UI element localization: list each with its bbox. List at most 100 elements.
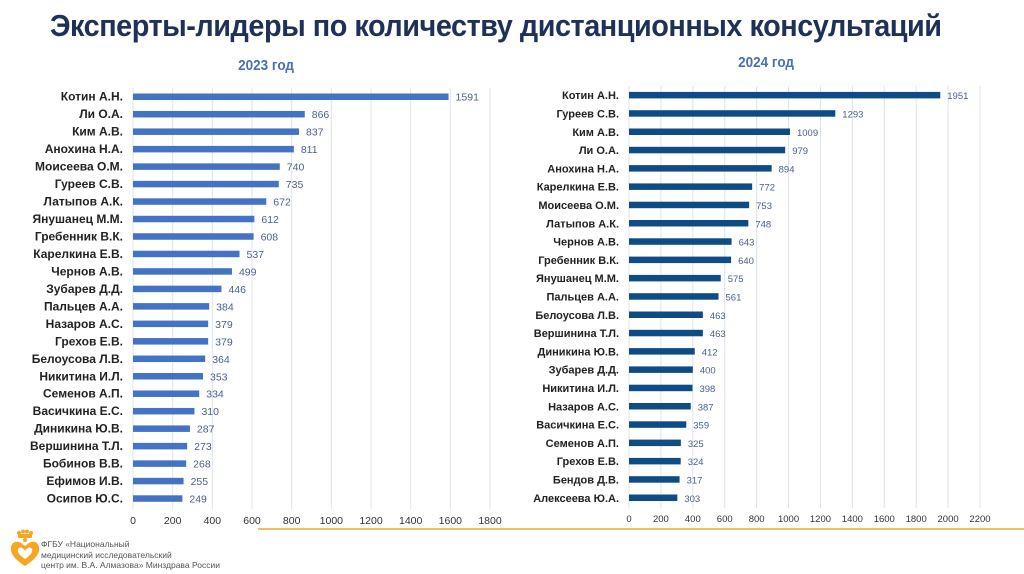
chart-2024-x-tick-label: 400 <box>685 514 701 525</box>
chart-2024-bar <box>629 274 721 282</box>
chart-2023-category-label: Зубарев Д.Д. <box>46 282 123 296</box>
chart-2024-data-label: 317 <box>687 475 703 486</box>
chart-2023-bar <box>133 250 240 258</box>
chart-2023-data-label: 1591 <box>456 92 480 104</box>
chart-2024-category-label: Васичкина Е.С. <box>536 420 619 432</box>
chart-2024-category-label: Семенов А.П. <box>546 438 619 450</box>
chart-2023-category-label: Васичкина Е.С. <box>33 404 123 418</box>
chart-2023-bar <box>133 338 209 345</box>
chart-2023-category-label: Диникина Ю.В. <box>34 422 123 436</box>
chart-2024-data-label: 463 <box>710 329 726 340</box>
chart-2024-category-label: Моисеева О.М. <box>538 200 619 212</box>
chart-2023-category-label: Семенов А.П. <box>43 387 123 401</box>
chart-2023-category-label: Чернов А.В. <box>51 264 123 278</box>
chart-2024-category-label: Гребенник В.К. <box>538 255 619 267</box>
chart-2024-bar <box>629 256 732 264</box>
chart-2023-category-label: Белоусова Л.В. <box>32 352 123 366</box>
chart-2023-category-label: Ким А.В. <box>72 125 123 139</box>
chart-2023-data-label: 866 <box>312 109 330 121</box>
chart-2024-bar <box>629 293 719 300</box>
chart-2023-category-label: Никитина И.Л. <box>39 369 123 383</box>
chart-2023-bar <box>133 407 195 415</box>
chart-2024-data-label: 303 <box>684 494 700 505</box>
chart-2024-category-label: Алексеева Ю.А. <box>533 493 619 505</box>
chart-2023-category-label: Ефимов И.В. <box>46 474 123 488</box>
chart-2023-category-label: Грехов Е.В. <box>55 334 123 348</box>
chart-2024-data-label: 325 <box>688 439 704 450</box>
chart-2023-category-label: Пальцев А.А. <box>44 299 123 313</box>
chart-2024-category-label: Гуреев С.В. <box>556 108 619 120</box>
chart-2023-bar <box>133 373 204 380</box>
chart-2024-category-label: Бендов Д.В. <box>553 474 619 486</box>
chart-2024-bar <box>629 384 693 392</box>
chart-2024-bar <box>629 329 703 337</box>
chart-2023-data-label: 837 <box>306 127 324 139</box>
chart-2024-data-label: 575 <box>728 274 744 285</box>
chart-2024-x-tick-label: 1000 <box>778 514 799 525</box>
org-line: центр им. В.А. Алмазова» Минздрава Росси… <box>41 560 220 570</box>
chart-2023-data-label: 273 <box>194 441 212 453</box>
chart-2023-bar <box>133 355 206 363</box>
chart-2023-x-tick-label: 800 <box>283 515 301 527</box>
chart-2024-bar <box>629 238 732 245</box>
chart-2024-data-label: 400 <box>700 366 716 377</box>
chart-2023-data-label: 255 <box>191 476 209 488</box>
chart-2023-title: 2023 год <box>238 57 294 74</box>
chart-2024-bar <box>629 348 695 355</box>
chart-2023-data-label: 353 <box>210 371 228 383</box>
chart-2024-x-tick-label: 0 <box>626 514 631 525</box>
chart-2023-data-label: 735 <box>286 179 304 191</box>
chart-2024-bar <box>629 91 941 99</box>
chart-2024-bar <box>629 311 703 318</box>
chart-2024-category-label: Ким А.В. <box>572 127 619 139</box>
chart-2024-data-label: 1009 <box>797 128 818 139</box>
chart-2023-x-tick-label: 1800 <box>478 515 502 527</box>
chart-2023-data-label: 446 <box>228 284 246 296</box>
chart-2024-category-label: Назаров А.С. <box>548 401 619 413</box>
chart-2023-bar <box>133 390 200 397</box>
chart-2024-category-label: Карелкина Е.В. <box>537 182 619 194</box>
chart-2024-bar <box>629 110 836 117</box>
chart-2023-bar <box>133 460 187 467</box>
chart-2024-bar <box>629 457 681 465</box>
chart-2023-data-label: 499 <box>239 266 257 278</box>
chart-2024-category-label: Зубарев Д.Д. <box>549 365 619 377</box>
chart-2024-data-label: 979 <box>792 146 808 157</box>
chart-2024-bar <box>629 476 680 483</box>
chart-2024-data-label: 772 <box>759 183 775 194</box>
chart-2024-data-label: 412 <box>702 347 718 358</box>
org-line: ФГБУ «Национальный <box>41 539 130 549</box>
chart-2023-category-label: Котин А.Н. <box>61 90 123 104</box>
chart-2024-data-label: 398 <box>699 384 715 395</box>
chart-2024-category-label: Никитина И.Л. <box>542 383 619 395</box>
chart-2023-bar <box>133 198 267 205</box>
chart-2024-data-label: 561 <box>726 292 742 303</box>
chart-2023-category-label: Моисеева О.М. <box>35 160 123 174</box>
chart-2023-x-tick-label: 0 <box>130 515 136 527</box>
chart-2023-x-tick-label: 1200 <box>359 515 383 527</box>
chart-2023-data-label: 384 <box>216 301 234 313</box>
chart-2023-bar <box>133 128 300 135</box>
chart-2023-category-label: Латыпов А.К. <box>44 195 123 209</box>
chart-2024-category-label: Вершинина Т.Л. <box>534 328 619 340</box>
chart-2024-title: 2024 год <box>738 54 794 71</box>
chart-2023-bar <box>133 477 184 485</box>
chart-2024-data-label: 1951 <box>947 91 968 102</box>
chart-2023-category-label: Осипов Ю.С. <box>47 492 123 506</box>
chart-2023-bar <box>133 425 190 432</box>
chart-2023-category-label: Вершинина Т.Л. <box>30 439 123 453</box>
chart-2024-category-label: Латыпов А.К. <box>546 218 619 230</box>
chart-2024-bar <box>629 128 790 135</box>
chart-2023-x-tick-label: 400 <box>204 515 222 527</box>
chart-2024-category-label: Чернов А.В. <box>553 237 619 249</box>
chart-2024-x-tick-label: 1800 <box>906 514 927 525</box>
chart-2023-x-tick-label: 1000 <box>320 515 344 527</box>
chart-2023-bar <box>133 442 188 450</box>
chart-2023-data-label: 268 <box>193 459 211 471</box>
chart-2023-data-label: 334 <box>206 389 224 401</box>
chart-2024-x-tick-label: 200 <box>653 514 669 525</box>
chart-2024-data-label: 643 <box>739 238 755 249</box>
chart-2024-data-label: 463 <box>710 311 726 322</box>
chart-2023-x-tick-label: 600 <box>243 515 261 527</box>
chart-2023-bar <box>133 163 280 170</box>
